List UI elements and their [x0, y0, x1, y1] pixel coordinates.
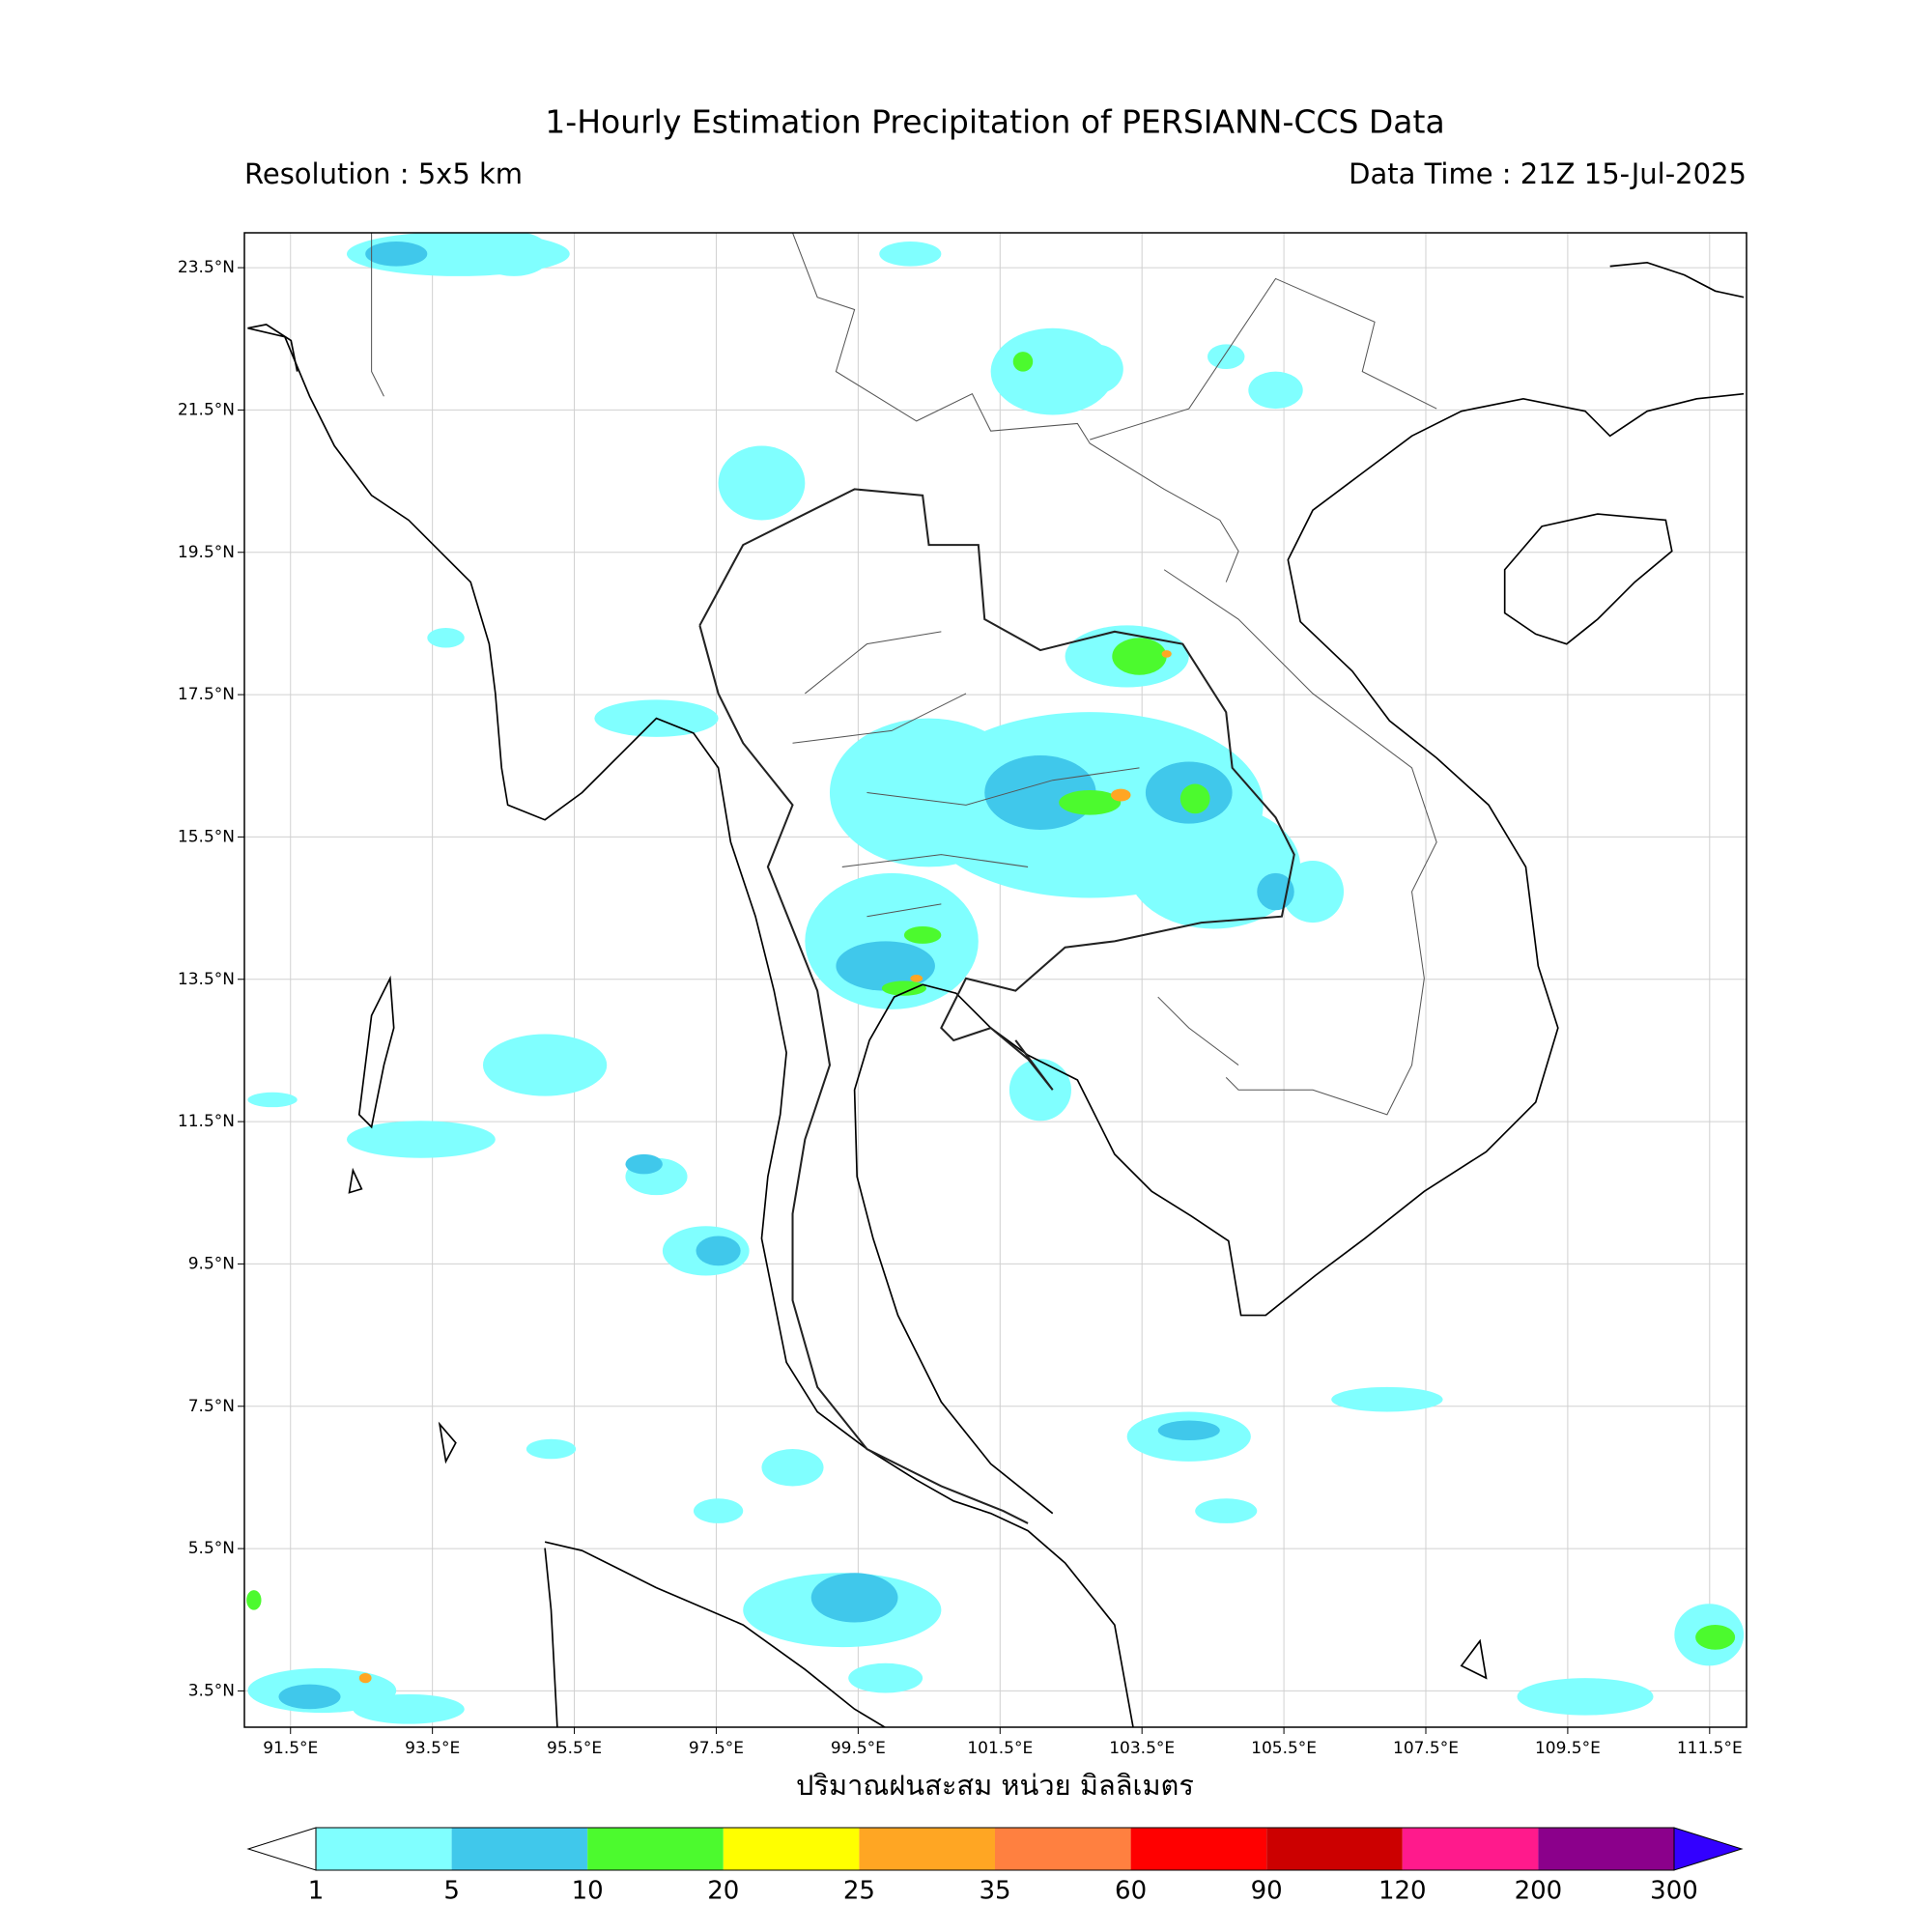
x-label: ปริมาณฝนสะสม หน่วย มิลลิเมตร: [796, 1769, 1194, 1802]
colorbar-segment: [859, 1828, 995, 1870]
coastlines: [247, 233, 1745, 1727]
precip: [246, 233, 1745, 1724]
colorbar-label: 60: [1115, 1877, 1147, 1906]
x-tick-label: 101.5°E: [967, 1739, 1033, 1758]
colorbar-frame: [315, 1827, 1675, 1871]
colorbar-label: 90: [1251, 1877, 1283, 1906]
colorbar-segment: [587, 1828, 724, 1870]
x-tick-label: 111.5°E: [1677, 1739, 1743, 1758]
x-tick-label: 103.5°E: [1109, 1739, 1175, 1758]
colorbar-segment: [1266, 1828, 1403, 1870]
y-tick-label: 3.5°N: [188, 1681, 235, 1700]
colorbar-label: 20: [707, 1877, 739, 1906]
x-tick-label: 93.5°E: [405, 1739, 460, 1758]
y-tick-label: 23.5°N: [178, 258, 235, 277]
x-tick-label: 91.5°E: [263, 1739, 318, 1758]
resolution: Resolution : 5x5 km: [244, 157, 523, 190]
y-tick-label: 19.5°N: [178, 543, 235, 562]
colorbar-label: 35: [979, 1877, 1010, 1906]
map-layer: [246, 233, 1745, 1727]
map-frame: [243, 232, 1747, 1728]
grid: [244, 233, 1747, 1727]
x-tick-label: 105.5°E: [1251, 1739, 1317, 1758]
y-tick-label: 15.5°N: [178, 827, 235, 846]
colorbar-label: 10: [572, 1877, 604, 1906]
y-tick-label: 5.5°N: [188, 1539, 235, 1558]
colorbar-segment: [1402, 1828, 1539, 1870]
y-tick-label: 7.5°N: [188, 1397, 235, 1416]
colorbar-segment: [1130, 1828, 1267, 1870]
y-tick-label: 11.5°N: [178, 1112, 235, 1131]
colorbar-segment: [1538, 1828, 1674, 1870]
colorbar-segment: [995, 1828, 1131, 1870]
colorbar-segment: [316, 1828, 452, 1870]
y-tick-label: 17.5°N: [178, 685, 235, 704]
colorbar: 1 5 10 20 25 35 60 90 120 200 300: [246, 1827, 1744, 1906]
colorbar-label: 200: [1515, 1877, 1563, 1906]
x-tick-label: 95.5°E: [547, 1739, 602, 1758]
y-tick-label: 21.5°N: [178, 400, 235, 419]
colorbar-label: 25: [843, 1877, 875, 1906]
colorbar-extend-low: [246, 1827, 317, 1871]
x-tick-label: 109.5°E: [1535, 1739, 1601, 1758]
colorbar-segment: [451, 1828, 588, 1870]
x-tick-label: 99.5°E: [831, 1739, 886, 1758]
x-tick-label: 107.5°E: [1393, 1739, 1459, 1758]
colorbar-label: 120: [1378, 1877, 1427, 1906]
colorbar-label: 5: [443, 1877, 460, 1906]
colorbar-segment: [723, 1828, 860, 1870]
y-tick-label: 13.5°N: [178, 970, 235, 989]
colorbar-label: 1: [308, 1877, 325, 1906]
x-tick-label: 97.5°E: [689, 1739, 744, 1758]
axes: 91.5°E 93.5°E 95.5°E 97.5°E 99.5°E 101.5°E 103…: [178, 258, 1743, 1758]
colorbar-extend-high: [1673, 1827, 1744, 1871]
title: 1-Hourly Estimation Precipitation of PER…: [545, 103, 1444, 141]
y-tick-label: 9.5°N: [188, 1254, 235, 1273]
colorbar-label: 300: [1650, 1877, 1698, 1906]
data-time: Data Time : 21Z 15-Jul-2025: [1349, 157, 1747, 190]
